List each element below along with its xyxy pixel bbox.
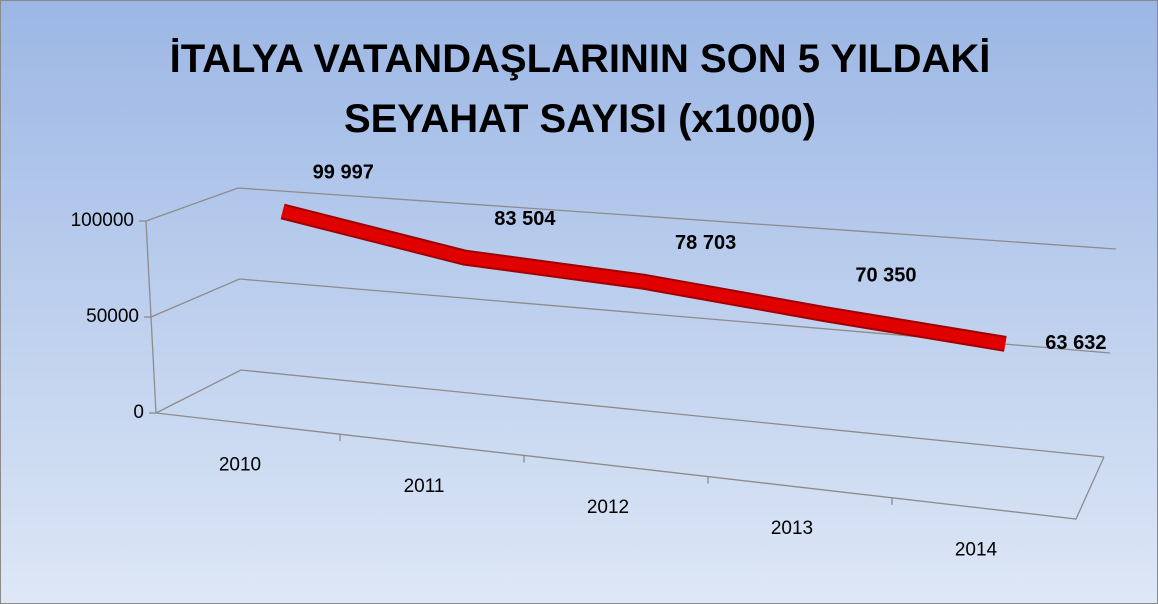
grid-line	[150, 278, 1111, 354]
chart-title: İTALYA VATANDAŞLARININ SON 5 YILDAKİ SEY…	[169, 37, 991, 141]
x-tick-label: 2013	[771, 518, 813, 539]
grid-line	[155, 369, 1105, 458]
grid-line	[145, 187, 1117, 250]
y-tick-label: 100000	[71, 210, 134, 231]
x-tick-label: 2014	[955, 539, 998, 560]
y-tick-label: 0	[133, 402, 144, 423]
x-tick-label: 2012	[587, 497, 629, 518]
data-label: 70 350	[855, 264, 916, 286]
line	[281, 205, 1007, 350]
data-label: 99 997	[313, 162, 374, 184]
floor-outline	[155, 412, 1105, 520]
data-label: 63 632	[1045, 332, 1106, 354]
data-label: 83 504	[494, 208, 556, 230]
data-label: 78 703	[675, 232, 736, 254]
x-tick-label: 2011	[404, 476, 445, 497]
x-tick-label: 2010	[219, 455, 261, 476]
y-tick-label: 50000	[86, 306, 139, 327]
